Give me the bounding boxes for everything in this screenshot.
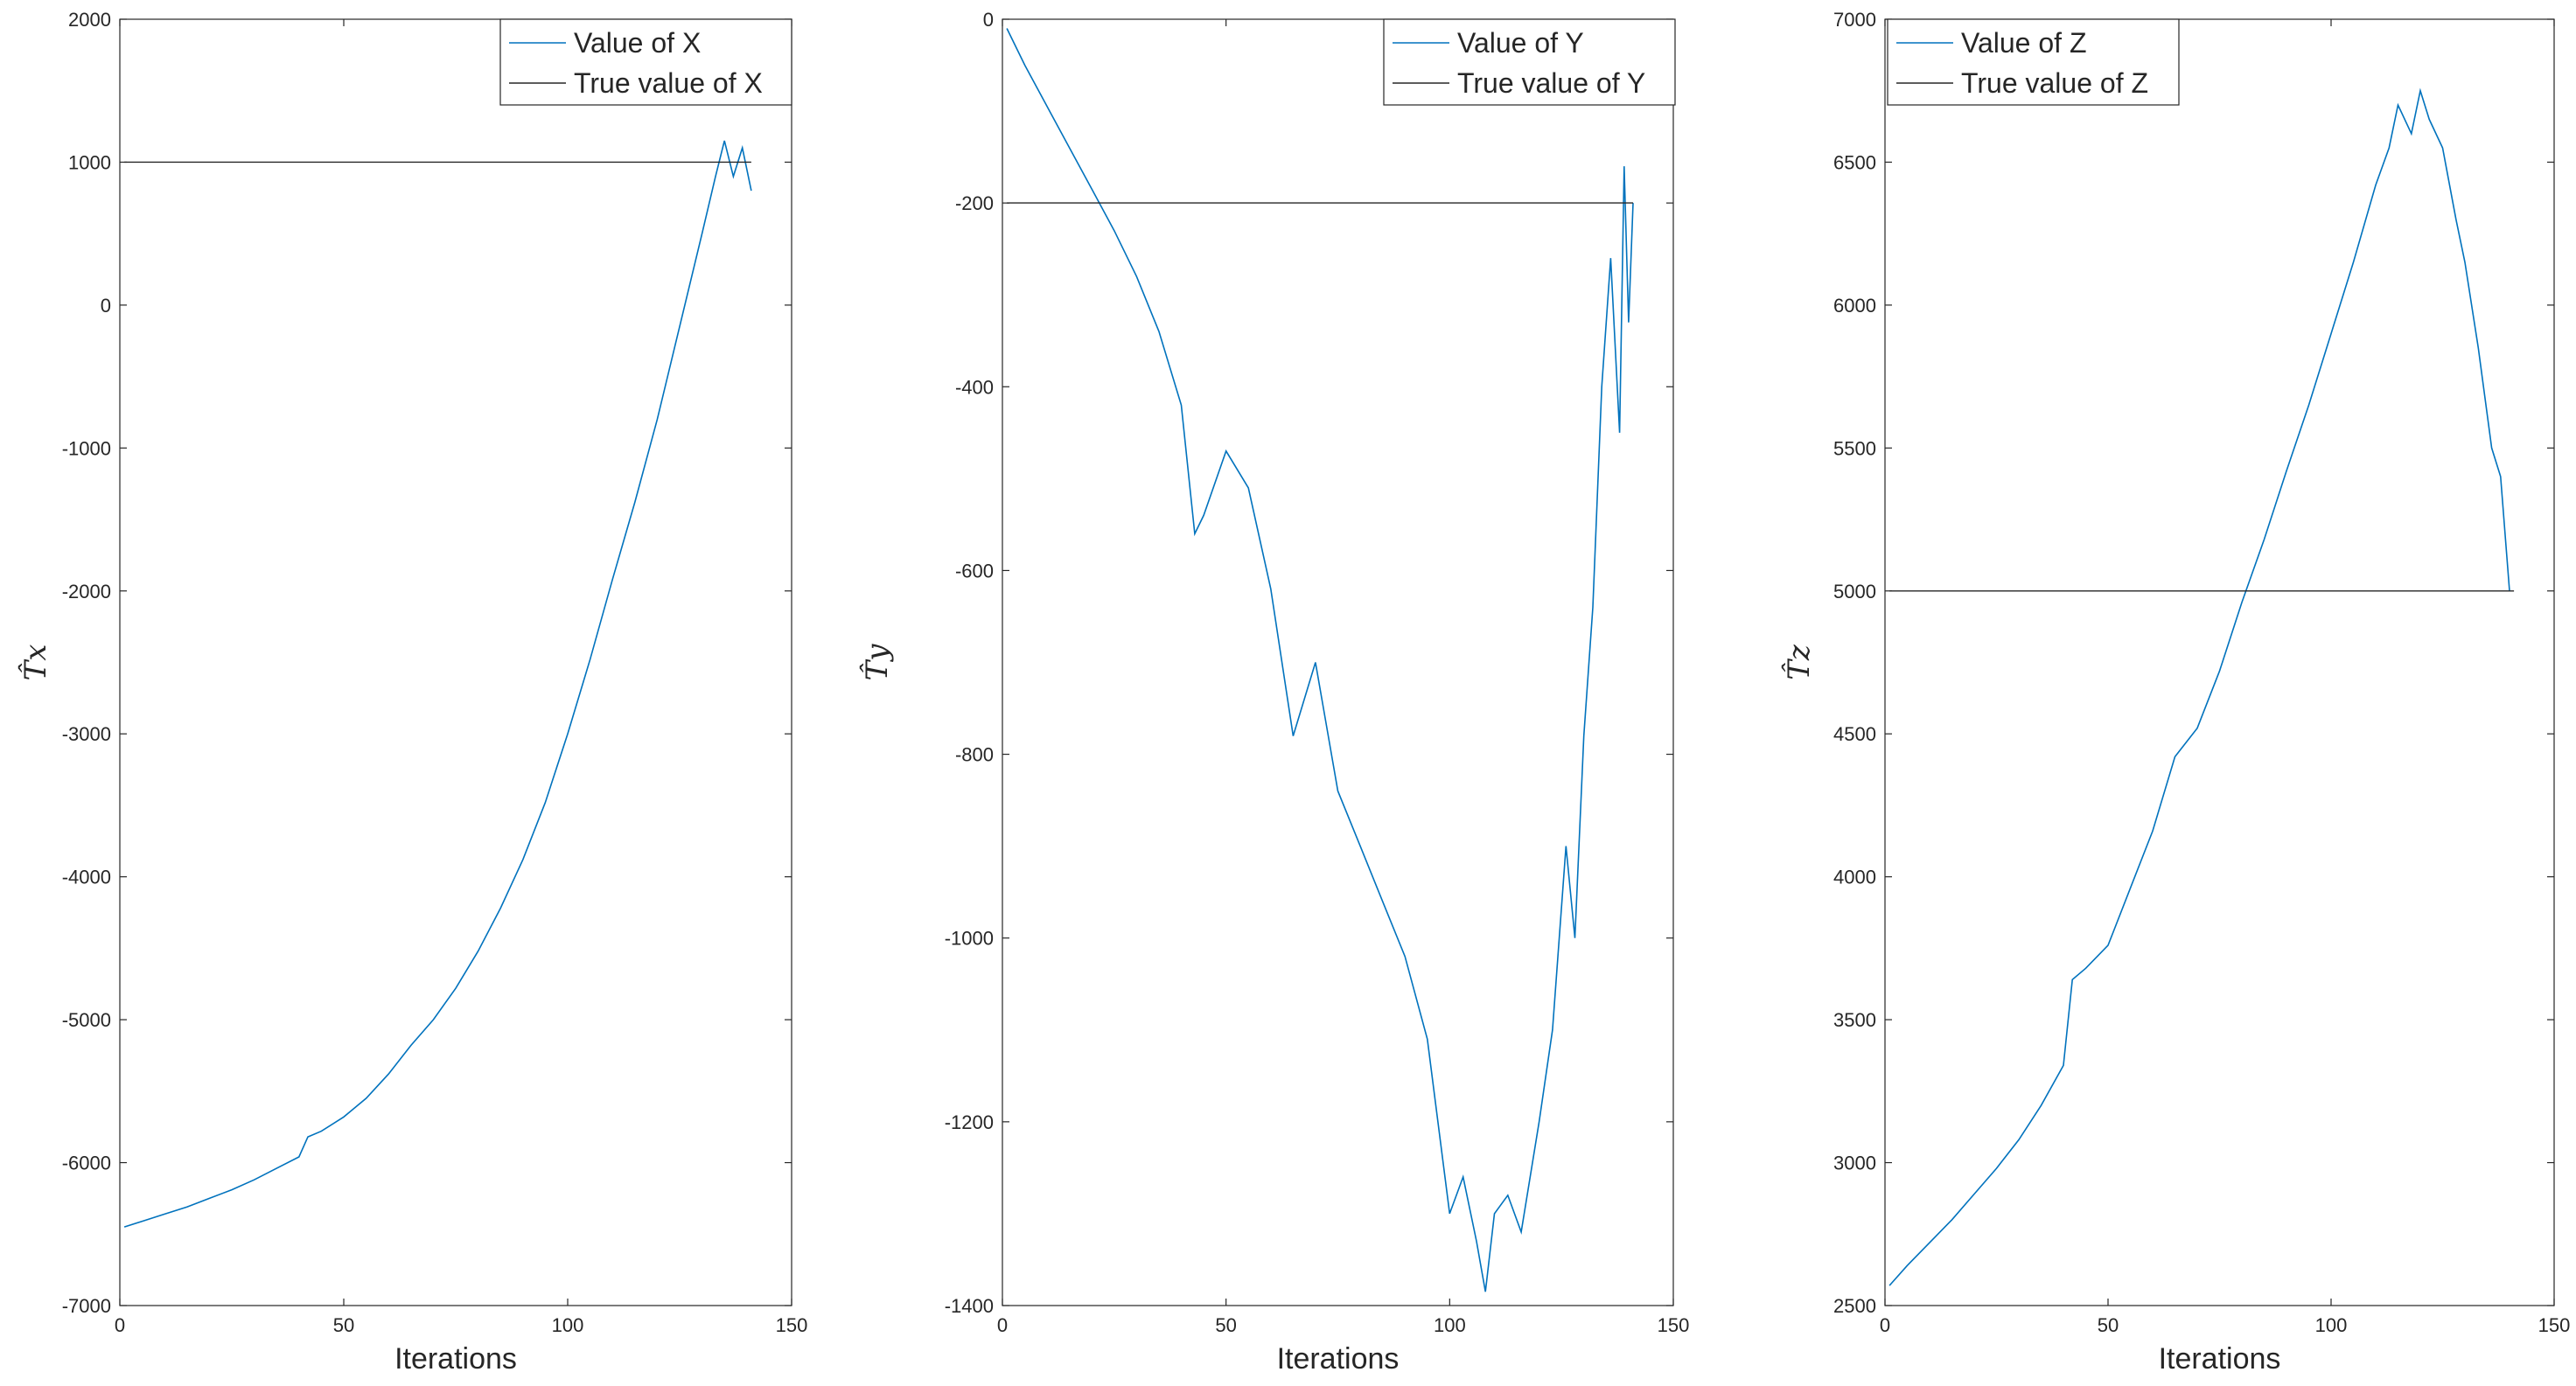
x-tick-label: 50 (2098, 1314, 2119, 1336)
y-tick-label: 5000 (1833, 581, 1876, 602)
series-line-value-of-y (1006, 28, 1634, 1292)
x-axis-label: Iterations (1277, 1342, 1400, 1376)
series-line-value-of-x (123, 140, 752, 1228)
chart-2: 0 50 100 150 0 -200 -400 -600 -800 -1000 -1200 -140… (859, 9, 1690, 1376)
legend-entry: True value of Z (1961, 67, 2148, 99)
y-axis-label: T̂z (1781, 644, 1817, 680)
legend-entry: True value of Y (1457, 67, 1645, 99)
y-tick-label: 6000 (1833, 295, 1876, 317)
y-tick-label: -3000 (62, 723, 111, 745)
x-tick-label: 0 (997, 1314, 1008, 1336)
y-tick-label: -1000 (945, 928, 994, 950)
x-tick-label: 150 (776, 1314, 808, 1336)
chart-3: 0 50 100 150 7000 6500 6000 5500 5000 4500 4000 350… (1781, 9, 2571, 1376)
x-tick-label: 150 (1658, 1314, 1690, 1336)
y-tick-label: 7000 (1833, 9, 1876, 31)
x-tick-label: 0 (1880, 1314, 1890, 1336)
y-tick-label: 5500 (1833, 437, 1876, 459)
y-axis-label: T̂y (859, 644, 895, 681)
series-line-value-of-z (1888, 87, 2510, 1286)
y-tick-label: -4000 (62, 867, 111, 888)
y-tick-label: -6000 (62, 1153, 111, 1174)
y-tick-label: 6500 (1833, 151, 1876, 173)
y-tick-label: 4500 (1833, 723, 1876, 745)
chart-1-axes-box (119, 18, 792, 1306)
y-axis-label: T̂x (17, 644, 53, 681)
x-axis-label: Iterations (2159, 1342, 2281, 1376)
y-tick-label: 1000 (68, 151, 111, 173)
y-tick-label: -1200 (945, 1111, 994, 1133)
chart-1: 0 50 100 150 2000 1000 0 -1000 -2000 -3000 -4000 -5… (17, 9, 808, 1376)
legend-box (1887, 18, 2180, 106)
x-axis-label: Iterations (394, 1342, 517, 1376)
y-tick-label: 0 (101, 295, 111, 317)
x-tick-label: 100 (2315, 1314, 2348, 1336)
y-tick-label: -5000 (62, 1009, 111, 1031)
chart-2-axes-box (1002, 18, 1674, 1306)
y-tick-label: -200 (955, 192, 994, 214)
y-tick-label: -1000 (62, 437, 111, 459)
y-tick-label: -400 (955, 376, 994, 398)
x-tick-label: 100 (552, 1314, 584, 1336)
y-tick-label: 3000 (1833, 1153, 1876, 1174)
legend-entry: Value of X (574, 27, 701, 59)
legend-entry: Value of Z (1961, 27, 2086, 59)
y-tick-label: 4000 (1833, 867, 1876, 888)
x-tick-label: 150 (2538, 1314, 2571, 1336)
chart-3-axes-box (1884, 18, 2555, 1306)
y-tick-label: -600 (955, 560, 994, 582)
legend-box (1383, 18, 1676, 106)
y-tick-label: -2000 (62, 581, 111, 602)
y-tick-label: -800 (955, 744, 994, 766)
legend-entry: Value of Y (1457, 27, 1584, 59)
x-tick-label: 50 (333, 1314, 354, 1336)
x-tick-label: 50 (1215, 1314, 1236, 1336)
legend-entry: True value of X (574, 67, 763, 99)
y-tick-label: -7000 (62, 1295, 111, 1317)
y-tick-label: 2500 (1833, 1295, 1876, 1317)
y-tick-label: 3500 (1833, 1009, 1876, 1031)
x-tick-label: 100 (1434, 1314, 1466, 1336)
y-tick-label: -1400 (945, 1295, 994, 1317)
y-tick-label: 0 (983, 9, 994, 31)
x-tick-label: 0 (115, 1314, 125, 1336)
y-tick-label: 2000 (68, 9, 111, 31)
legend-box (499, 18, 792, 106)
